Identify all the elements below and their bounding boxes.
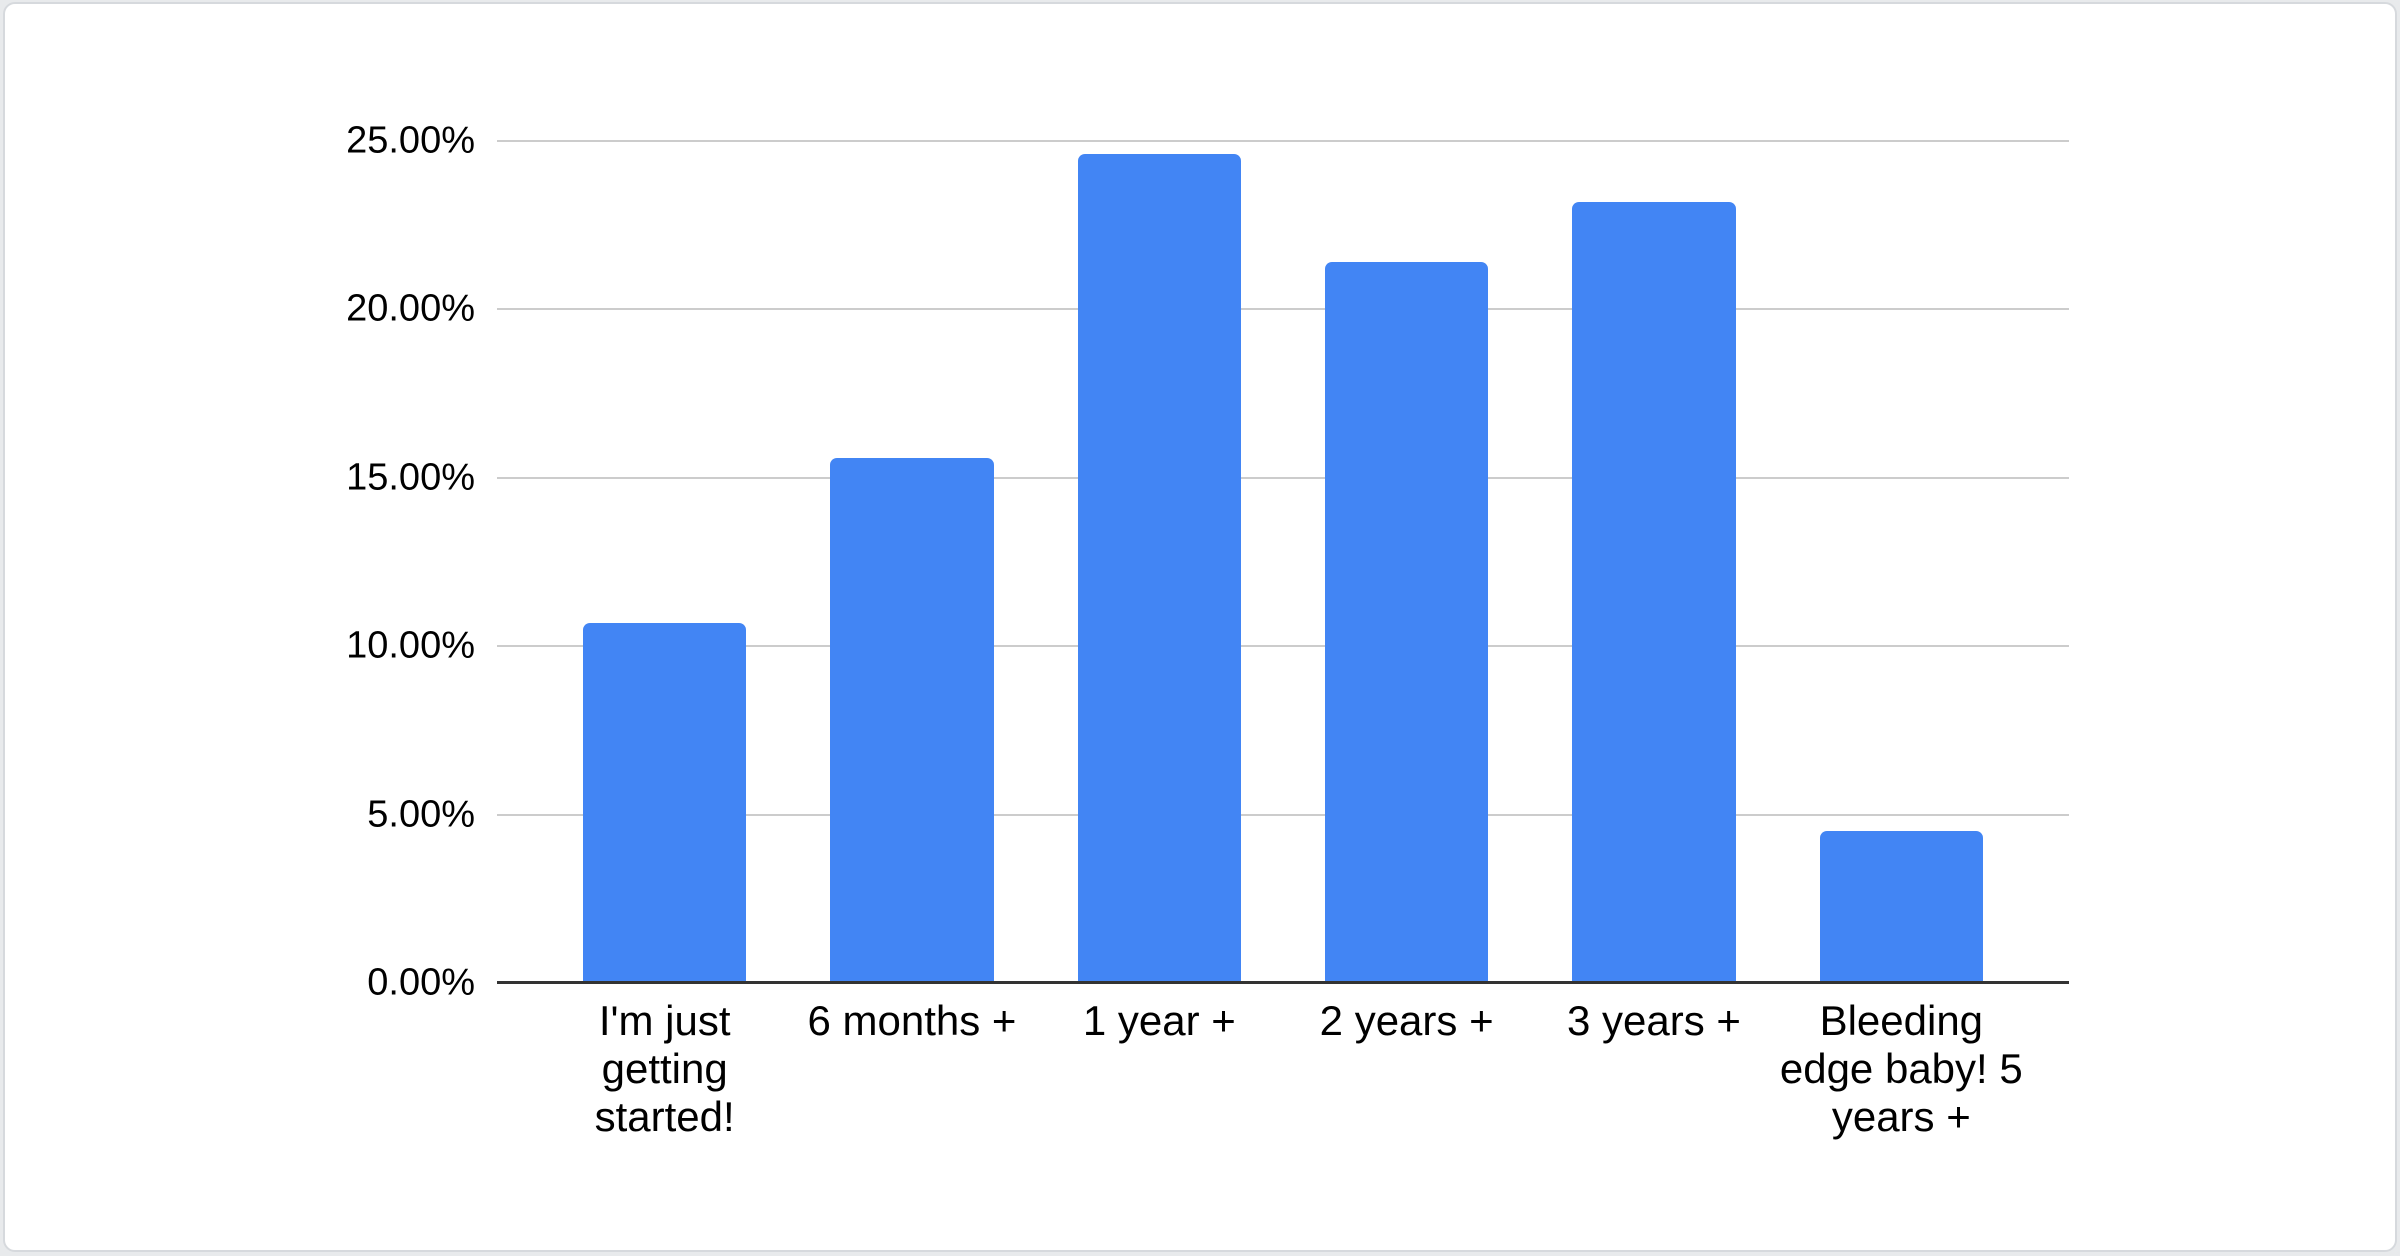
grid-line-25	[497, 140, 2069, 142]
x-axis-line	[497, 981, 2069, 984]
plot-area	[497, 140, 2069, 984]
bar-slot	[1530, 141, 1777, 983]
bar-slot	[1036, 141, 1283, 983]
grid-line-10	[497, 645, 2069, 648]
y-tick-label: 10.00%	[346, 624, 475, 667]
bar-series	[497, 141, 2069, 983]
bar-5[interactable]	[1572, 201, 1736, 983]
y-tick-label: 15.00%	[346, 456, 475, 499]
bar-1[interactable]	[583, 622, 747, 983]
bar-slot	[541, 141, 788, 983]
bar-chart: 25.00% 20.00% 15.00% 10.00% 5.00% 0.00% I'm j…	[5, 4, 2395, 1250]
x-axis-label: 2 years +	[1319, 997, 1494, 1044]
x-axis-label: 6 months +	[807, 997, 1017, 1044]
x-axis-label: Bleeding edge baby! 5 years +	[1779, 997, 2023, 1140]
grid-line-20	[497, 308, 2069, 311]
bar-2[interactable]	[830, 457, 994, 983]
chart-card: 25.00% 20.00% 15.00% 10.00% 5.00% 0.00% I'm j…	[3, 2, 2397, 1252]
bar-slot	[1283, 141, 1530, 983]
y-axis: 25.00% 20.00% 15.00% 10.00% 5.00% 0.00%	[5, 120, 475, 1004]
bar-6[interactable]	[1819, 831, 1983, 983]
y-tick-label: 0.00%	[367, 961, 475, 1004]
bar-slot	[788, 141, 1035, 983]
x-axis-label: 1 year +	[1082, 997, 1236, 1044]
y-tick-label: 25.00%	[346, 119, 475, 162]
grid-line-5	[497, 813, 2069, 816]
x-axis-label: 3 years +	[1567, 997, 1741, 1044]
x-axis-labels: I'm just getting started! 6 months + 1 yea…	[497, 997, 2069, 1141]
grid-line-15	[497, 476, 2069, 479]
bar-4[interactable]	[1325, 262, 1489, 983]
x-axis-label: I'm just getting started!	[594, 997, 735, 1140]
bar-slot	[1778, 141, 2025, 983]
y-tick-label: 20.00%	[346, 287, 475, 330]
bar-3[interactable]	[1077, 154, 1241, 983]
y-tick-label: 5.00%	[367, 793, 475, 836]
